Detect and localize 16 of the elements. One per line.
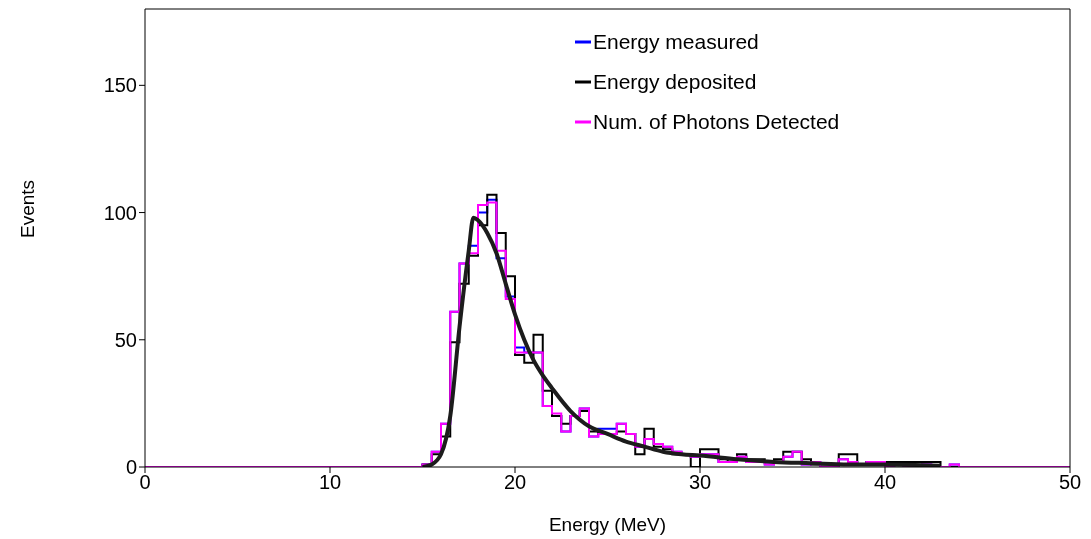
x-tick-label: 10 [318, 471, 342, 494]
x-tick-label: 50 [1058, 471, 1082, 494]
y-axis-title: Events [16, 179, 38, 238]
x-tick-label: 20 [503, 471, 527, 494]
y-tick-label: 50 [114, 328, 137, 351]
legend-label: Energy measured [593, 29, 759, 55]
legend-label: Num. of Photons Detected [593, 109, 840, 135]
x-tick-label: 40 [873, 471, 897, 494]
y-tick-label: 100 [103, 201, 137, 224]
x-tick-label: 30 [688, 471, 712, 494]
y-tick-label: 150 [103, 74, 137, 97]
y-tick-label: 0 [125, 456, 137, 479]
legend-label: Energy deposited [593, 69, 757, 95]
line-series [420, 215, 943, 467]
x-axis-title: Energy (MeV) [548, 514, 667, 535]
x-tick-label: 0 [139, 471, 151, 494]
